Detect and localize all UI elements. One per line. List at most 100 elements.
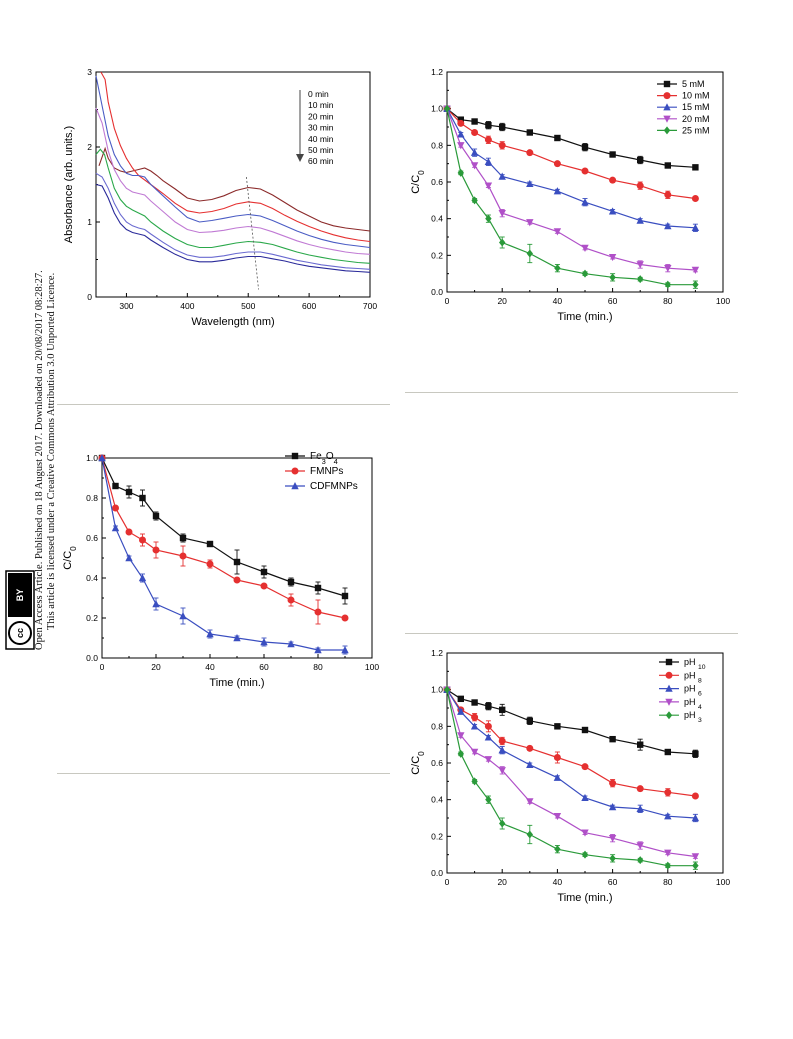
data-point bbox=[664, 748, 671, 756]
data-point bbox=[98, 454, 106, 462]
data-point bbox=[233, 576, 241, 584]
data-point bbox=[609, 779, 617, 787]
series-line bbox=[95, 75, 371, 249]
series-2 bbox=[443, 104, 700, 232]
data-point bbox=[691, 223, 700, 232]
y-axis-label: C/C0 bbox=[410, 170, 426, 194]
data-point bbox=[608, 207, 617, 215]
data-point bbox=[636, 261, 644, 269]
y-tick-label: 0.0 bbox=[431, 868, 443, 878]
data-point bbox=[457, 119, 465, 127]
legend-marker bbox=[291, 452, 299, 460]
cc-by-label: BY bbox=[15, 589, 25, 602]
y-tick-label: 1 bbox=[87, 217, 92, 227]
data-point bbox=[609, 151, 616, 158]
data-point bbox=[485, 795, 492, 804]
data-point bbox=[581, 793, 589, 802]
adsorbent-comparison-chart: 0 20 40 60 80 100 0.0 0.2 0.4 0.6 0.8 1.0 Time (min.… bbox=[62, 451, 379, 689]
legend-label: pH 10 bbox=[684, 657, 706, 671]
x-tick-label: 40 bbox=[205, 662, 215, 672]
data-point bbox=[471, 118, 478, 125]
data-point bbox=[691, 266, 700, 274]
separator-rule bbox=[57, 404, 390, 405]
data-point bbox=[443, 685, 451, 694]
y-tick-label: 2 bbox=[87, 142, 92, 152]
data-point bbox=[485, 702, 492, 710]
legend-marker bbox=[663, 103, 671, 111]
data-point bbox=[609, 735, 616, 743]
data-point bbox=[484, 722, 492, 730]
y-tick-label: 1.0 bbox=[86, 453, 98, 463]
legend-marker bbox=[663, 115, 671, 123]
data-point bbox=[581, 763, 589, 771]
legend-label: 5 mM bbox=[682, 79, 705, 89]
data-point bbox=[553, 773, 562, 781]
data-point bbox=[484, 756, 493, 764]
data-point bbox=[287, 640, 295, 648]
absorbance-spectra-chart: 300 400 500 600 700 0 1 2 3 Wavelength (nm) Absorb… bbox=[63, 67, 377, 328]
x-tick-label: 0 bbox=[445, 296, 450, 306]
series-1 bbox=[100, 71, 371, 243]
data-point bbox=[554, 134, 561, 142]
data-point bbox=[526, 798, 534, 806]
data-point bbox=[609, 176, 617, 184]
legend-label: FMNPs bbox=[310, 466, 343, 477]
series-2 bbox=[95, 75, 371, 249]
data-point bbox=[553, 187, 562, 195]
data-point bbox=[636, 785, 644, 793]
x-tick-label: 600 bbox=[302, 301, 316, 311]
series-1 bbox=[443, 686, 699, 800]
x-tick-label: 40 bbox=[553, 296, 563, 306]
data-point bbox=[287, 596, 295, 604]
data-point bbox=[498, 141, 506, 149]
peak-shift-guide bbox=[245, 176, 259, 290]
data-point bbox=[470, 722, 479, 730]
y-tick-label: 1.2 bbox=[431, 67, 443, 77]
separator-rule bbox=[405, 633, 738, 634]
series-6 bbox=[95, 183, 371, 273]
data-point bbox=[664, 861, 671, 870]
series-2 bbox=[98, 454, 349, 655]
series-line bbox=[446, 689, 696, 867]
data-point bbox=[139, 494, 146, 502]
y-tick-label: 0.2 bbox=[431, 831, 443, 841]
data-point bbox=[471, 196, 478, 205]
data-point bbox=[457, 749, 464, 758]
data-point bbox=[260, 568, 268, 576]
legend-marker bbox=[663, 80, 671, 88]
y-tick-label: 1.0 bbox=[431, 685, 443, 695]
legend-label: 10 min bbox=[308, 100, 334, 110]
data-point bbox=[581, 244, 589, 252]
cc-by-license-icon[interactable]: BY cc bbox=[5, 570, 35, 650]
data-point bbox=[637, 741, 644, 748]
data-point bbox=[664, 191, 672, 199]
legend-label: 20 mM bbox=[682, 114, 710, 124]
data-point bbox=[470, 148, 479, 156]
series-line bbox=[446, 108, 696, 200]
x-tick-label: 0 bbox=[100, 662, 105, 672]
data-point bbox=[341, 614, 349, 622]
y-tick-label: 0.8 bbox=[431, 721, 443, 731]
legend-marker bbox=[665, 711, 673, 720]
data-point bbox=[664, 222, 672, 230]
y-tick-label: 0.0 bbox=[86, 653, 98, 663]
data-point bbox=[152, 600, 160, 608]
data-point bbox=[636, 804, 644, 813]
data-point bbox=[471, 699, 478, 706]
ph-effect-chart: 0 20 40 60 80 100 0.0 0.2 0.4 0.6 0.8 1.0 1.2 Time (m… bbox=[410, 648, 730, 904]
series-line bbox=[446, 689, 696, 755]
data-point bbox=[112, 482, 119, 490]
data-point bbox=[581, 198, 589, 206]
data-point bbox=[554, 723, 561, 730]
data-point bbox=[125, 488, 133, 496]
legend-marker bbox=[663, 92, 671, 100]
series-line bbox=[446, 108, 696, 229]
y-tick-label: 0.0 bbox=[431, 287, 443, 297]
legend-label: 20 min bbox=[308, 111, 334, 121]
data-point bbox=[608, 253, 617, 262]
x-tick-label: 60 bbox=[259, 662, 269, 672]
data-point bbox=[485, 214, 492, 223]
legend-label: pH 3 bbox=[684, 710, 702, 724]
y-tick-label: 0.6 bbox=[431, 758, 443, 768]
